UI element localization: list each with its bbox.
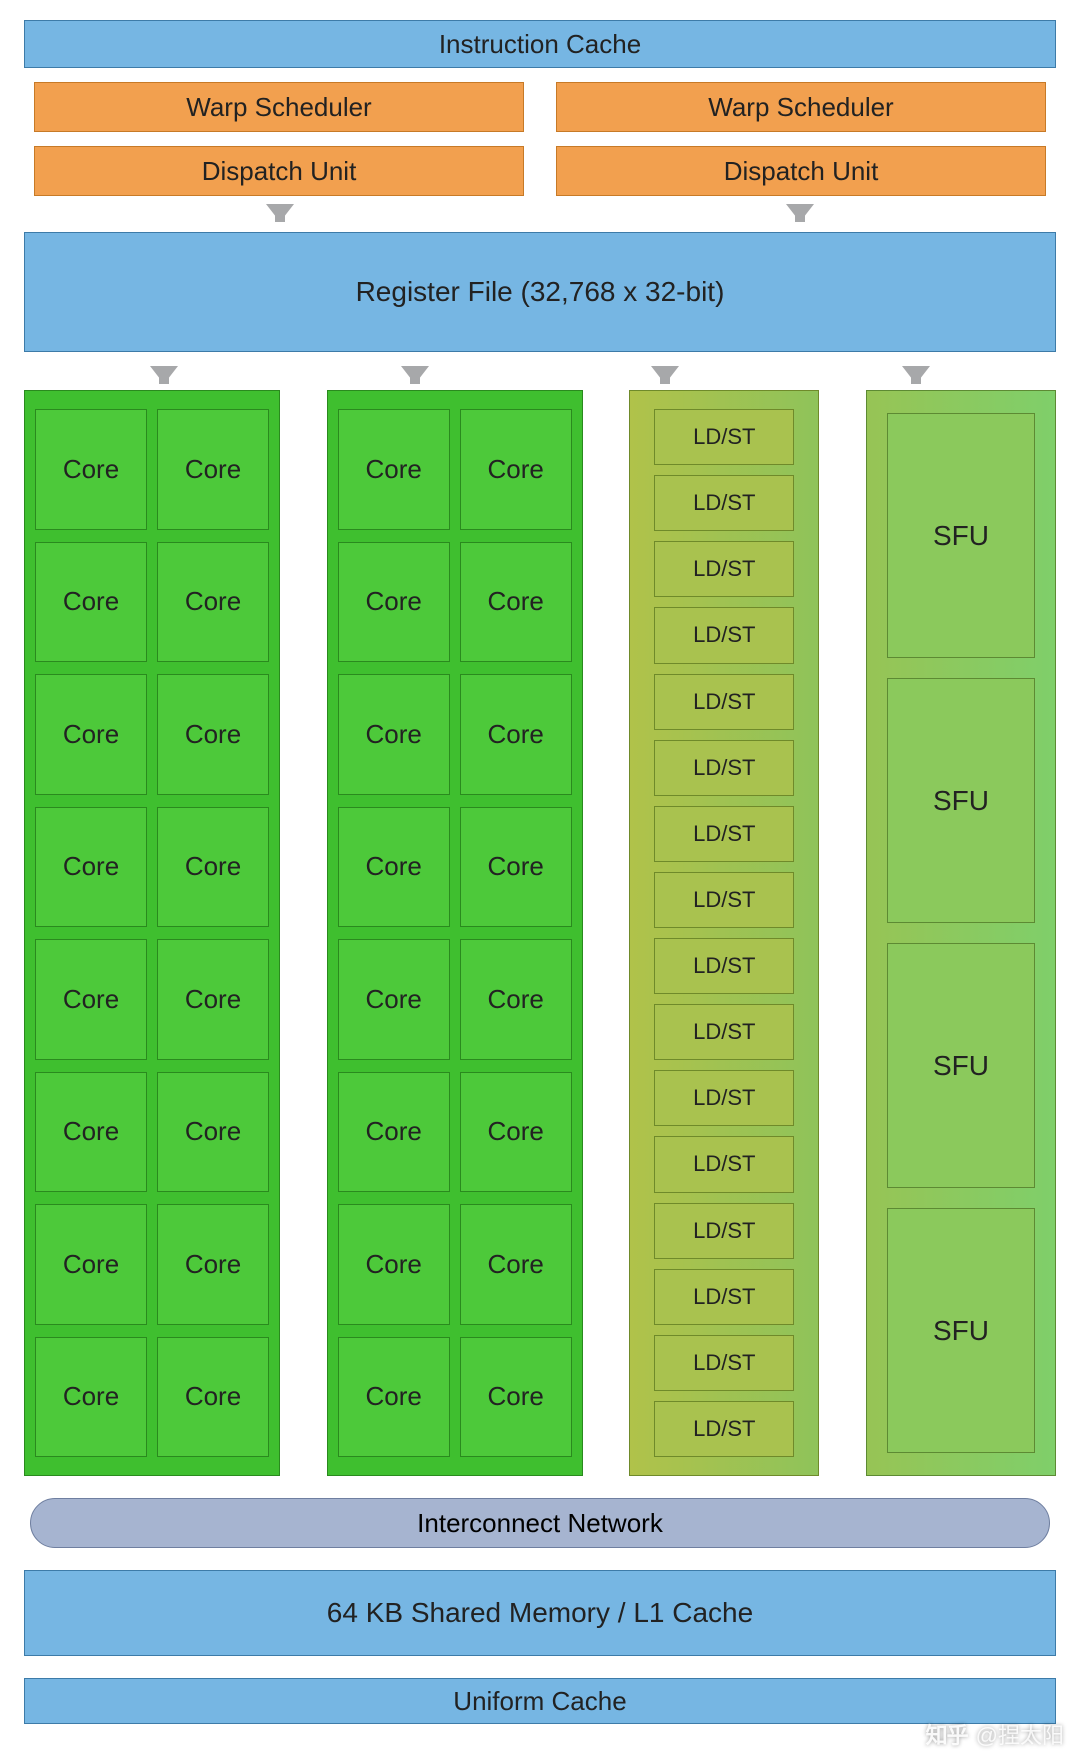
ldst-block: LD/ST LD/ST LD/ST LD/ST LD/ST LD/ST LD/ST LD/ST… — [629, 390, 819, 1476]
core-cell: Core — [460, 674, 572, 795]
core-block-0: CoreCoreCoreCoreCoreCoreCoreCoreCoreCore… — [24, 390, 280, 1476]
core-cell: Core — [460, 1204, 572, 1325]
ldst-cell: LD/ST — [654, 674, 794, 730]
uniform-cache-block: Uniform Cache — [24, 1678, 1056, 1724]
ldst-cell: LD/ST — [654, 1401, 794, 1457]
core-cell: Core — [338, 674, 450, 795]
core-cell: Core — [460, 409, 572, 530]
core-cell: Core — [157, 674, 269, 795]
core-block-1: CoreCoreCoreCoreCoreCoreCoreCoreCoreCore… — [327, 390, 583, 1476]
arrows-regfile-to-columns — [24, 366, 1056, 384]
core-cell: Core — [338, 939, 450, 1060]
watermark: 知乎 @捏太阳 — [926, 1718, 1064, 1750]
sm-block-diagram: Instruction Cache Warp Scheduler Warp Sc… — [0, 0, 1080, 1760]
zhihu-logo-icon: 知乎 — [926, 1718, 968, 1750]
register-file-block: Register File (32,768 x 32-bit) — [24, 232, 1056, 352]
arrow-down-icon — [150, 366, 178, 384]
core-cell: Core — [35, 939, 147, 1060]
ldst-cell: LD/ST — [654, 1004, 794, 1060]
dispatch-unit-row: Dispatch Unit Dispatch Unit — [34, 146, 1046, 196]
core-cell: Core — [460, 939, 572, 1060]
warp-scheduler-row: Warp Scheduler Warp Scheduler — [34, 82, 1046, 132]
core-cell: Core — [35, 674, 147, 795]
arrow-down-icon — [651, 366, 679, 384]
arrows-dispatch-to-regfile — [34, 204, 1046, 222]
ldst-cell: LD/ST — [654, 607, 794, 663]
core-cell: Core — [157, 409, 269, 530]
arrow-down-icon — [266, 204, 294, 222]
core-cell: Core — [338, 1204, 450, 1325]
ldst-cell: LD/ST — [654, 1203, 794, 1259]
ldst-cell: LD/ST — [654, 409, 794, 465]
ldst-cell: LD/ST — [654, 806, 794, 862]
core-cell: Core — [460, 1072, 572, 1193]
core-cell: Core — [338, 409, 450, 530]
sfu-cell: SFU — [887, 413, 1035, 658]
sfu-cell: SFU — [887, 943, 1035, 1188]
ldst-cell: LD/ST — [654, 872, 794, 928]
interconnect-network-block: Interconnect Network — [30, 1498, 1050, 1548]
shared-memory-block: 64 KB Shared Memory / L1 Cache — [24, 1570, 1056, 1656]
core-cell: Core — [157, 939, 269, 1060]
execution-columns: CoreCoreCoreCoreCoreCoreCoreCoreCoreCore… — [24, 390, 1056, 1476]
watermark-text: @捏太阳 — [976, 1718, 1064, 1750]
core-cell: Core — [35, 1337, 147, 1458]
core-cell: Core — [338, 1337, 450, 1458]
sfu-block: SFU SFU SFU SFU — [866, 390, 1056, 1476]
ldst-cell: LD/ST — [654, 1136, 794, 1192]
core-cell: Core — [35, 807, 147, 928]
arrow-down-icon — [401, 366, 429, 384]
core-cell: Core — [35, 1204, 147, 1325]
ldst-cell: LD/ST — [654, 475, 794, 531]
arrow-down-icon — [902, 366, 930, 384]
core-cell: Core — [35, 409, 147, 530]
ldst-cell: LD/ST — [654, 1269, 794, 1325]
core-cell: Core — [460, 1337, 572, 1458]
core-cell: Core — [157, 807, 269, 928]
ldst-cell: LD/ST — [654, 1070, 794, 1126]
core-cell: Core — [338, 1072, 450, 1193]
instruction-cache-block: Instruction Cache — [24, 20, 1056, 68]
dispatch-unit-right: Dispatch Unit — [556, 146, 1046, 196]
warp-scheduler-right: Warp Scheduler — [556, 82, 1046, 132]
ldst-cell: LD/ST — [654, 1335, 794, 1391]
core-cell: Core — [157, 542, 269, 663]
dispatch-unit-left: Dispatch Unit — [34, 146, 524, 196]
ldst-cell: LD/ST — [654, 740, 794, 796]
core-cell: Core — [460, 807, 572, 928]
core-cell: Core — [157, 1072, 269, 1193]
ldst-cell: LD/ST — [654, 938, 794, 994]
core-cell: Core — [460, 542, 572, 663]
core-cell: Core — [35, 1072, 147, 1193]
sfu-cell: SFU — [887, 678, 1035, 923]
core-cell: Core — [35, 542, 147, 663]
ldst-cell: LD/ST — [654, 541, 794, 597]
warp-scheduler-left: Warp Scheduler — [34, 82, 524, 132]
core-cell: Core — [338, 807, 450, 928]
core-cell: Core — [157, 1204, 269, 1325]
arrow-down-icon — [786, 204, 814, 222]
sfu-cell: SFU — [887, 1208, 1035, 1453]
core-cell: Core — [157, 1337, 269, 1458]
core-cell: Core — [338, 542, 450, 663]
